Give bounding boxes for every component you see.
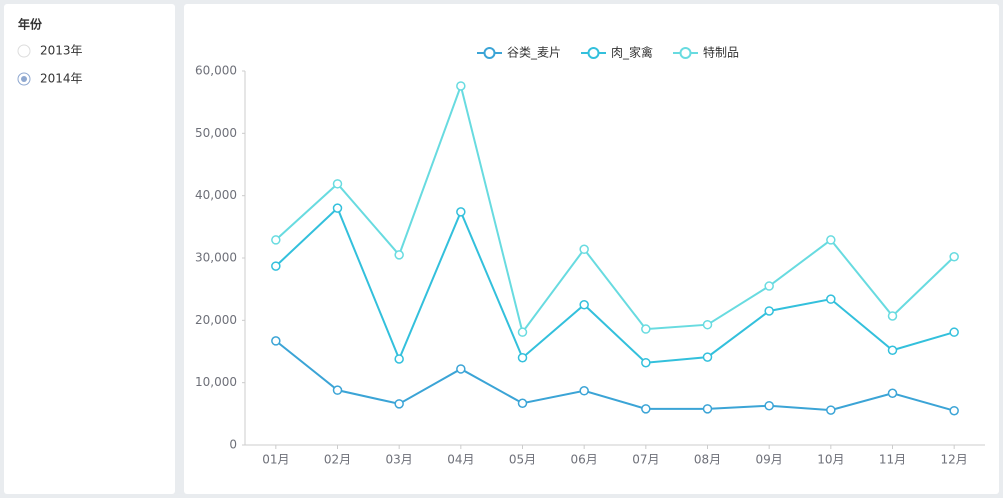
point [271, 336, 281, 346]
point [887, 388, 898, 399]
radio-button[interactable] [17, 44, 31, 58]
point [517, 327, 528, 337]
point [949, 405, 959, 416]
y-tick-label: 50,000 [195, 126, 237, 140]
filter-panel [4, 4, 175, 494]
point [394, 354, 404, 364]
x-tick-label: 05月 [509, 453, 536, 467]
point [332, 385, 343, 395]
legend-label: 肉_家禽 [611, 45, 653, 60]
legend-marker [587, 47, 600, 59]
x-tick-label: 11月 [879, 453, 906, 467]
point [702, 404, 713, 414]
legend-marker [679, 47, 692, 59]
point [826, 235, 836, 245]
y-tick-label: 30,000 [195, 251, 237, 265]
radio-label[interactable]: 2013年 [40, 44, 83, 58]
point [641, 324, 651, 334]
x-tick-label: 10月 [817, 453, 844, 467]
point [456, 364, 466, 374]
y-tick-label: 40,000 [195, 188, 237, 202]
y-tick-label: 20,000 [195, 313, 237, 327]
point [394, 250, 404, 260]
point [764, 281, 774, 291]
x-tick-label: 07月 [632, 453, 659, 467]
legend-marker [483, 47, 496, 59]
chart-panel [184, 4, 999, 494]
filter-title: 年份 [18, 17, 43, 32]
point [826, 405, 836, 415]
x-tick-label: 01月 [262, 453, 289, 467]
legend-label: 特制品 [703, 45, 739, 60]
series-line [275, 206, 955, 364]
x-tick-label: 09月 [756, 453, 783, 467]
point [826, 294, 836, 304]
radio-dot [21, 76, 27, 82]
point [702, 352, 713, 362]
legend-label: 谷类_麦片 [507, 46, 561, 60]
point [887, 311, 898, 321]
point [332, 203, 343, 213]
x-tick-label: 06月 [571, 453, 598, 467]
point [887, 345, 898, 356]
y-tick-label: 60,000 [195, 64, 237, 78]
series-line [275, 340, 955, 412]
point [271, 235, 281, 245]
point [764, 400, 774, 411]
point [579, 300, 589, 310]
series-line [275, 82, 955, 335]
x-tick-label: 02月 [324, 453, 351, 467]
point [332, 179, 343, 189]
point [271, 261, 281, 271]
point [949, 252, 959, 262]
y-tick-label: 10,000 [195, 375, 237, 389]
point [517, 352, 528, 363]
point [456, 81, 466, 91]
point [579, 244, 589, 255]
point [949, 327, 959, 337]
point [702, 319, 713, 330]
radio-label[interactable]: 2014年 [40, 72, 83, 86]
x-tick-label: 12月 [941, 453, 968, 467]
point [764, 306, 774, 316]
x-tick-label: 08月 [694, 453, 721, 467]
point [641, 357, 651, 368]
point [641, 404, 651, 414]
point [394, 399, 404, 409]
y-tick-label: 0 [229, 438, 237, 452]
x-tick-label: 03月 [386, 453, 413, 467]
point [517, 398, 528, 408]
x-tick-label: 04月 [447, 453, 474, 467]
point [456, 207, 466, 217]
point [579, 386, 589, 396]
